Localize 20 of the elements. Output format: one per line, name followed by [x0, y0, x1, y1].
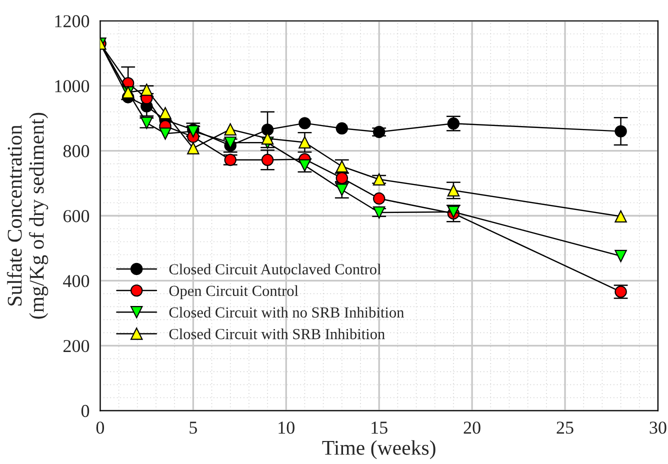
legend-label: Closed Circuit Autoclaved Control — [169, 264, 381, 274]
y-tick-label: 200 — [63, 340, 90, 352]
x-tick-label: 0 — [96, 422, 104, 434]
legend-label: Closed Circuit with SRB Inhibition — [169, 328, 385, 340]
x-tick-label: 10 — [278, 422, 294, 434]
x-tick-label: 20 — [464, 422, 480, 434]
x-tick-label: 25 — [556, 422, 574, 434]
x-tick-label: 30 — [650, 422, 666, 434]
y-tick-label: 600 — [63, 210, 90, 222]
y-tick-label: 400 — [63, 274, 90, 288]
x-axis-title: Time (weeks) — [322, 440, 436, 460]
y-tick-label: 1200 — [55, 15, 90, 28]
x-tick-label: 15 — [372, 422, 388, 434]
legend-label: Open Circuit Control — [169, 285, 298, 300]
x-tick-label: 5 — [190, 422, 197, 434]
y-tick-label: 1000 — [55, 80, 90, 92]
y-tick-label: 800 — [63, 145, 90, 158]
y-tick-label: 0 — [81, 404, 90, 418]
legend-label: Closed Circuit with no SRB Inhibition — [169, 306, 404, 318]
y-axis-title: Sulfate Concentration (mg/Kg of dry sediment) — [6, 112, 48, 319]
